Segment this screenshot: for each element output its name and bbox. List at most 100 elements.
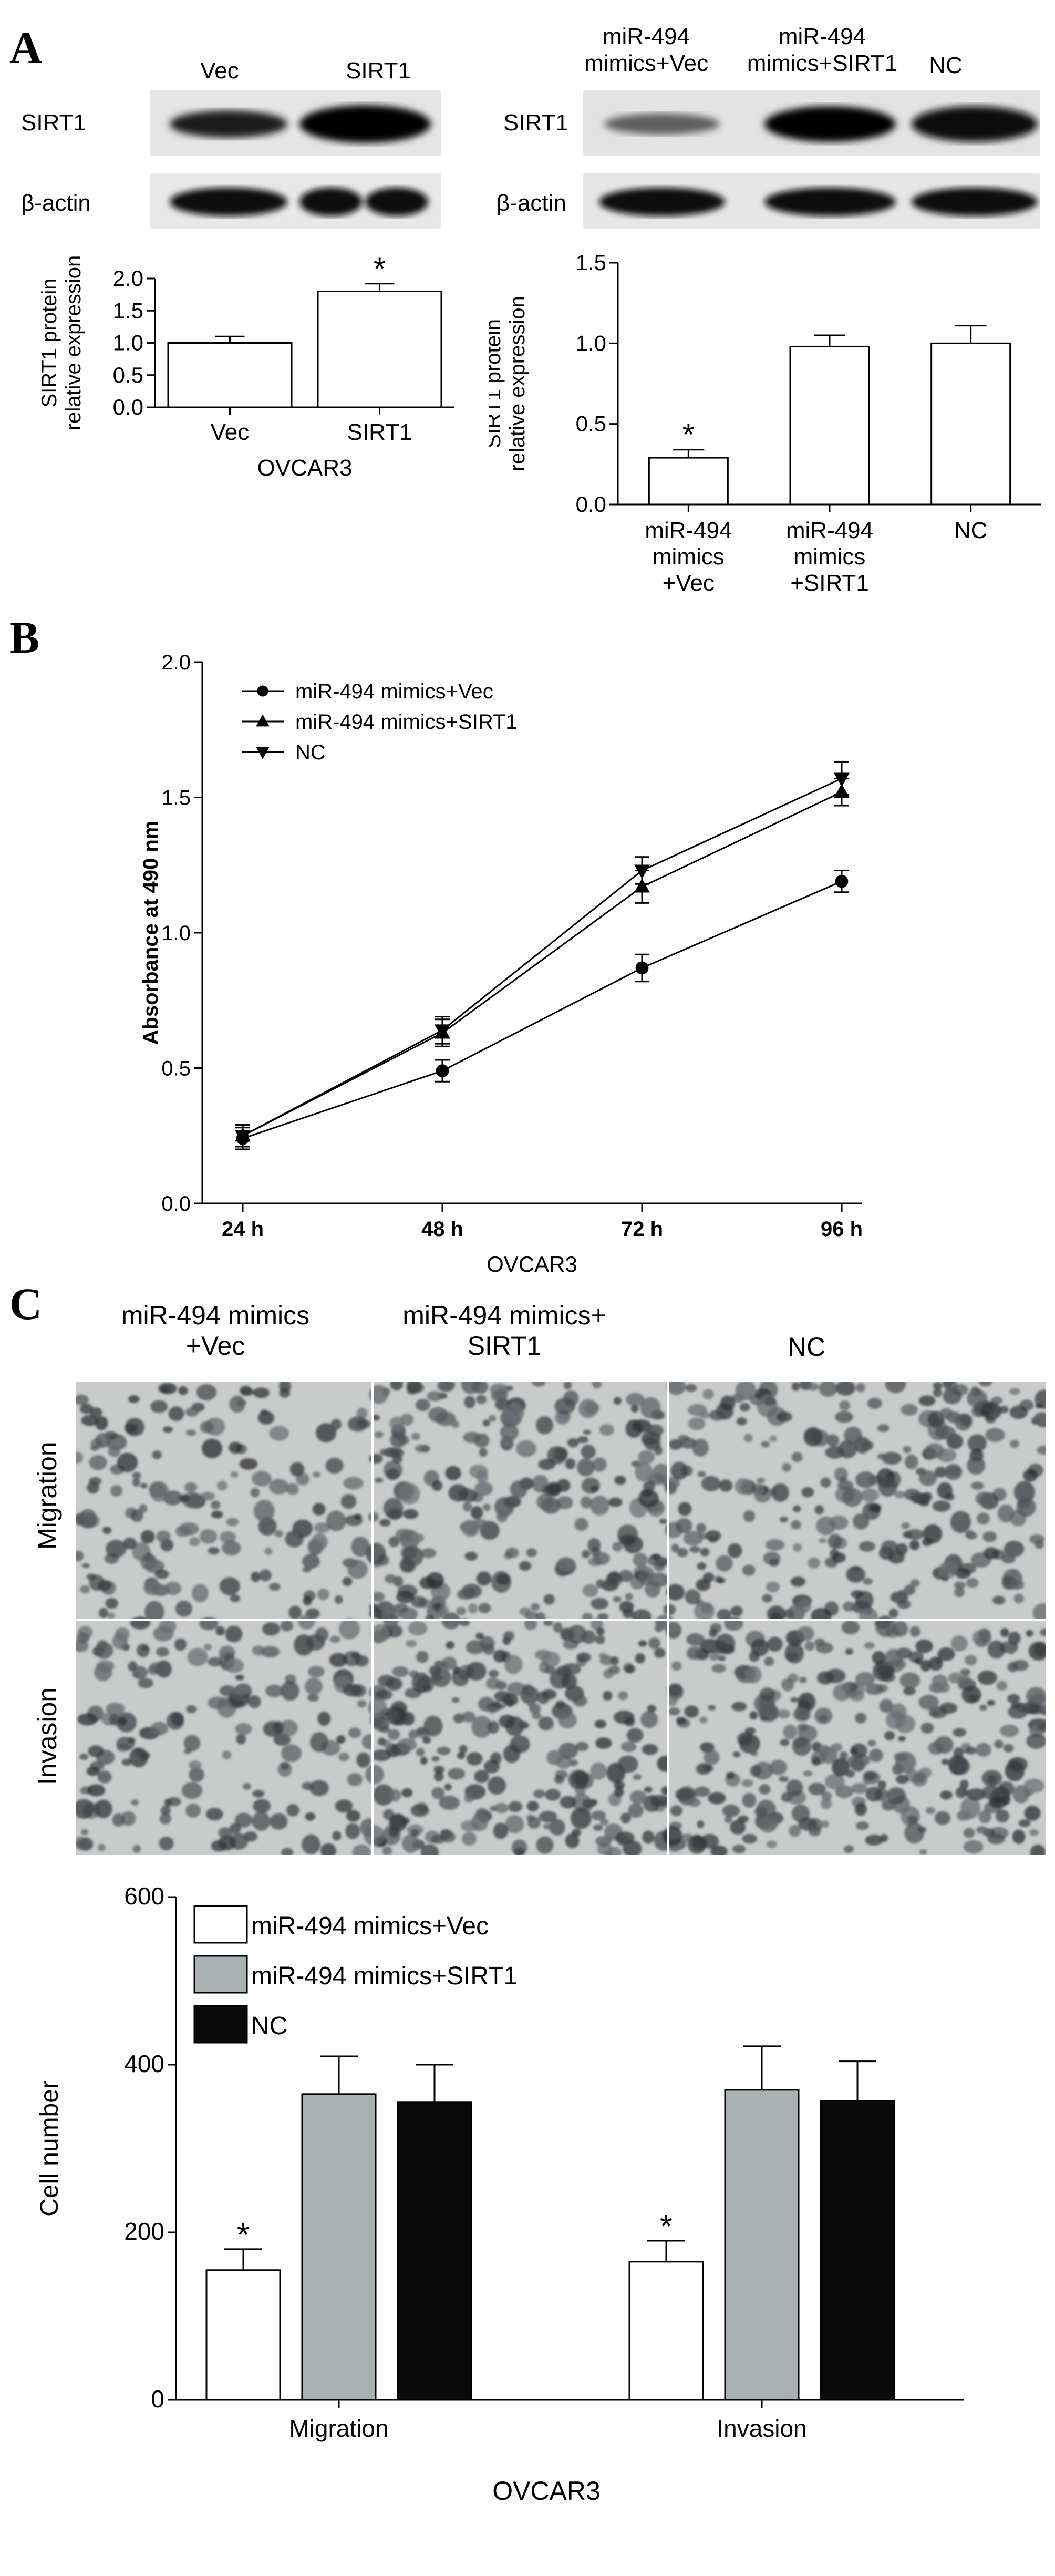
a-right-y-label: SIRT1 proteinrelative expression: [489, 296, 529, 471]
micro-divider-h: [76, 1619, 1046, 1621]
b-data-point: [435, 1024, 450, 1039]
a-left-y-tick-label: 1.0: [113, 331, 143, 355]
micro-col-vec: miR-494 mimics +Vec: [121, 1301, 310, 1361]
a-right-y-tick-label: 0.0: [576, 492, 606, 517]
b-legend-marker: [256, 747, 270, 759]
b-series-line: [242, 791, 842, 1137]
western-blot-left-sirt1: [150, 90, 441, 156]
a-left-y-label: SIRT1 proteinrelative expression: [38, 255, 85, 431]
a-left-y-tick-label: 2.0: [113, 266, 143, 291]
a-left-x-tick-label: SIRT1: [347, 419, 412, 445]
c-y-tick-label: 400: [124, 2050, 164, 2077]
c-x-label: OVCAR3: [492, 2476, 601, 2506]
blot-left-lane-sirt1: SIRT1: [346, 58, 411, 84]
a-right-x-tick-label: miR-494 mimics +Vec: [645, 518, 732, 596]
c-x-tick-label: Migration: [289, 2415, 388, 2442]
b-x-tick-label: 48 h: [421, 1218, 463, 1241]
bar-chart-sirt1-mir494: 0.0 0.5 1.0 1.5 * miR-494 mimics +Vec miR-494 mim…: [489, 250, 1041, 596]
c-bar: [397, 2101, 472, 2401]
c-legend-label: miR-494 mimics+Vec: [251, 1912, 489, 1940]
micro-row-invasion: Invasion: [33, 1687, 62, 1786]
a-right-y-tick-label: 1.0: [576, 331, 606, 355]
b-y-tick-label: 2.0: [161, 651, 191, 674]
b-y-tick-label: 0.0: [161, 1192, 191, 1215]
a-left-bar: [167, 342, 293, 408]
b-legend-marker: [257, 685, 268, 697]
c-x-tick-label: Invasion: [717, 2415, 806, 2442]
c-y-label: Cell number: [36, 2080, 64, 2217]
c-bar: [724, 2089, 800, 2401]
c-bar: [820, 2100, 895, 2401]
c-y-tick-label: 0: [151, 2385, 164, 2413]
a-right-x-tick-label: miR-494 mimics +SIRT1: [786, 518, 873, 596]
blot-right-lane-vec: miR-494 mimics+Vec: [584, 24, 708, 76]
blot-left-lane-vec: Vec: [200, 58, 239, 84]
blot-right-row-actin: β-actin: [497, 190, 566, 216]
b-x-tick-label: 24 h: [222, 1218, 264, 1241]
western-blot-right-actin: [583, 173, 1040, 229]
c-significance: *: [237, 2217, 250, 2253]
blot-right-lane-sirt1: miR-494 mimics+SIRT1: [747, 24, 898, 76]
b-legend-marker: [256, 714, 270, 727]
c-legend-label: miR-494 mimics+SIRT1: [251, 1962, 518, 1990]
western-blot-right-sirt1: [583, 90, 1040, 156]
bar-chart-cell-number: 0 200 400 600 * Migration * Invasion OVCAR3 Cell …: [36, 1882, 964, 2506]
panel-letter-b: B: [9, 612, 40, 663]
c-bar: [205, 2269, 281, 2401]
b-y-label: Absorbance at 490 nm: [139, 821, 162, 1045]
b-data-point: [834, 772, 850, 787]
micro-row-migration: Migration: [33, 1441, 62, 1550]
b-legend-label: miR-494 mimics+SIRT1: [295, 710, 518, 734]
a-left-y-tick-label: 0.0: [113, 395, 143, 419]
b-data-point: [635, 961, 649, 975]
b-data-point: [235, 1130, 251, 1145]
c-y-tick-label: 200: [124, 2218, 164, 2245]
blot-left-row-sirt1: SIRT1: [21, 110, 86, 136]
a-left-bar: [317, 291, 442, 408]
c-legend-swatch: [193, 2005, 248, 2044]
c-y-tick-label: 600: [124, 1882, 164, 1910]
a-left-y-tick-label: 0.5: [113, 363, 143, 387]
b-data-point: [835, 874, 849, 888]
b-y-tick-label: 0.5: [161, 1057, 191, 1080]
a-right-x-tick-label: NC: [954, 518, 988, 543]
micro-col-sirt1: miR-494 mimics+ SIRT1: [402, 1301, 606, 1361]
b-y-tick-label: 1.5: [161, 787, 191, 810]
c-bar: [301, 2093, 377, 2401]
microscopy-image-grid: [76, 1382, 1046, 1855]
c-legend-swatch: [193, 1905, 248, 1944]
b-y-tick-label: 1.0: [161, 922, 191, 945]
c-significance: *: [660, 2209, 673, 2245]
microscopy-svg: [76, 1382, 1046, 1855]
panel-letter-a: A: [9, 23, 43, 73]
b-series-line: [242, 880, 842, 1139]
line-chart-absorbance: 0.0 0.5 1.0 1.5 2.0 24 h 48 h 72 h 96 h OVCAR3 Abs…: [139, 651, 863, 1276]
b-data-point: [634, 878, 650, 893]
b-x-tick-label: 96 h: [821, 1218, 863, 1241]
b-legend-label: NC: [295, 741, 326, 764]
a-left-significance: *: [374, 251, 386, 286]
a-right-bar: [930, 342, 1011, 506]
a-right-bar: [789, 345, 870, 506]
blot-right-lane-nc: NC: [929, 53, 963, 78]
a-left-x-tick-label: Vec: [211, 419, 249, 445]
western-blot-left-actin: [150, 173, 441, 229]
a-right-y-tick-label: 1.5: [576, 250, 606, 275]
b-data-point: [436, 1064, 449, 1078]
c-legend-label: NC: [251, 2012, 287, 2040]
blot-left-row-actin: β-actin: [21, 190, 91, 216]
a-right-y-tick-label: 0.5: [576, 411, 606, 436]
a-right-bar: [648, 457, 729, 506]
a-left-x-label: OVCAR3: [257, 455, 353, 481]
c-bar: [628, 2261, 704, 2401]
blot-right-row-sirt1: SIRT1: [503, 110, 568, 136]
bar-chart-sirt1-overexpression: 0.0 0.5 1.0 1.5 2.0 Vec * SIRT1 OVCAR3 SIRT1 prot…: [38, 251, 454, 481]
b-legend-label: miR-494 mimics+Vec: [295, 680, 493, 703]
b-x-label: OVCAR3: [487, 1252, 577, 1276]
b-data-point: [634, 864, 650, 879]
micro-col-nc: NC: [787, 1332, 826, 1362]
c-legend-swatch: [193, 1955, 248, 1994]
b-series-line: [242, 778, 842, 1137]
b-x-tick-label: 72 h: [621, 1218, 663, 1241]
a-right-significance: *: [682, 417, 695, 452]
